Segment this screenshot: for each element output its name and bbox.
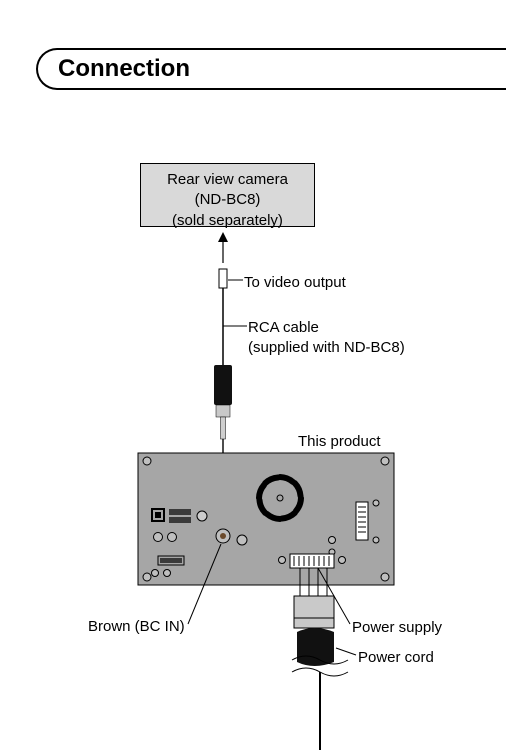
wiring-diagram <box>0 0 506 750</box>
